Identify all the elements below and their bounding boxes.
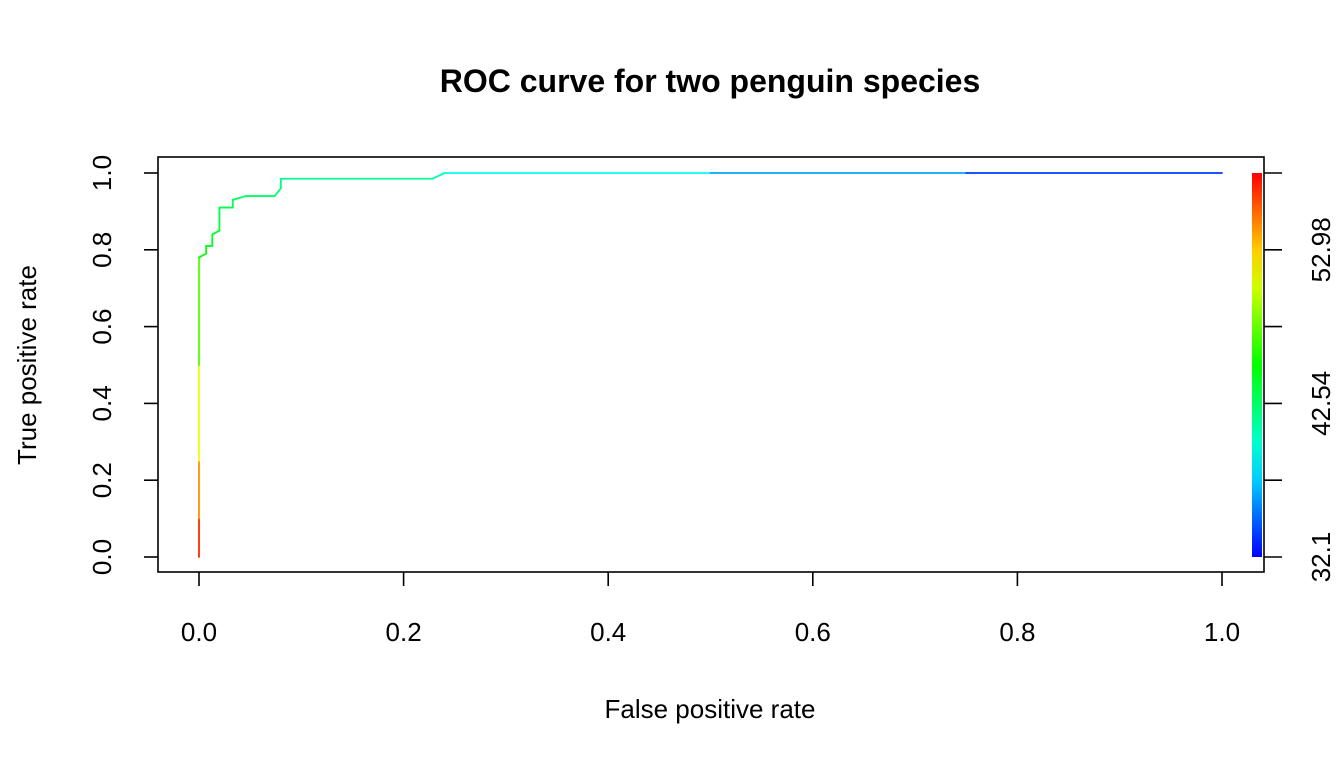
y-tick-label: 0.2 xyxy=(87,462,117,498)
roc-segment xyxy=(211,229,221,236)
colorbar-label: 32.1 xyxy=(1306,532,1336,583)
colorbar xyxy=(1252,173,1262,557)
y-tick-label: 0.4 xyxy=(87,385,117,421)
roc-segment xyxy=(431,172,446,180)
chart-title: ROC curve for two penguin species xyxy=(440,63,981,99)
y-axis-label: True positive rate xyxy=(12,265,42,465)
x-tick-label: 0.4 xyxy=(590,617,626,647)
colorbar-label: 52.98 xyxy=(1306,217,1336,282)
x-axis: 0.0 0.2 0.4 0.6 0.8 1.0 xyxy=(181,572,1240,647)
y-axis: 0.0 0.2 0.4 0.6 0.8 1.0 xyxy=(87,155,158,575)
x-tick-label: 0.6 xyxy=(795,617,831,647)
y-tick-label: 1.0 xyxy=(87,155,117,191)
roc-segment xyxy=(198,252,208,259)
plot-frame xyxy=(157,156,1265,573)
y-tick-label: 0.6 xyxy=(87,309,117,345)
roc-segment xyxy=(231,195,247,201)
roc-segment xyxy=(273,187,282,197)
x-axis-label: False positive rate xyxy=(605,694,816,724)
colorbar-axis: 32.1 42.54 52.98 xyxy=(1264,172,1336,583)
x-tick-label: 0.2 xyxy=(386,617,422,647)
colorbar-label: 42.54 xyxy=(1306,371,1336,436)
y-tick-label: 0.8 xyxy=(87,232,117,268)
roc-curve xyxy=(198,172,1223,558)
x-tick-label: 0.8 xyxy=(999,617,1035,647)
y-tick-label: 0.0 xyxy=(87,539,117,575)
x-tick-label: 0.0 xyxy=(181,617,217,647)
x-tick-label: 1.0 xyxy=(1204,617,1240,647)
